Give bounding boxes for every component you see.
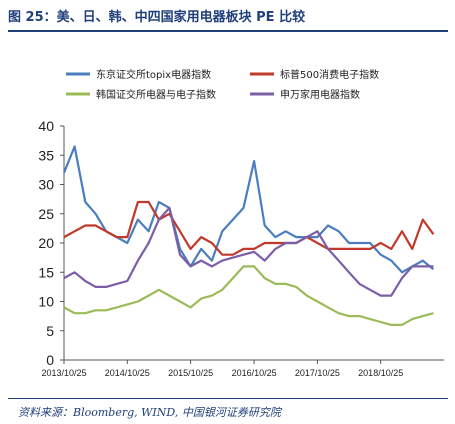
- chart-axes: 0 5 10 15 20 25 30 35 40 2013/10/25 2014/10/25 2015…: [38, 118, 444, 378]
- legend-label: 韩国证交所电器与电子指数: [96, 88, 216, 101]
- y-tick-label: 0: [46, 352, 54, 368]
- series-line-3: [63, 265, 434, 326]
- x-tick-label: 2018/10/25: [358, 368, 403, 378]
- y-tick-label: 5: [46, 323, 54, 339]
- y-tick-label: 15: [38, 264, 54, 280]
- x-tick-label: 2014/10/25: [105, 368, 150, 378]
- series-line-2: [63, 200, 435, 256]
- y-tick-label: 25: [38, 206, 54, 222]
- source-note: 资料来源：Bloomberg, WIND, 中国银河证券研究院: [18, 406, 281, 419]
- title-rule: [8, 30, 448, 32]
- y-tick-label: 35: [38, 147, 54, 163]
- legend-label: 东京证交所topix电器指数: [96, 68, 211, 81]
- chart-series: [62, 145, 435, 326]
- x-tick-label: 2016/10/25: [232, 368, 277, 378]
- y-tick-label: 20: [38, 235, 54, 251]
- series-line-1: [62, 145, 435, 274]
- x-tick-label: 2015/10/25: [168, 368, 213, 378]
- source-rule: [8, 398, 448, 399]
- x-tick-label: 2013/10/25: [41, 368, 86, 378]
- x-tick-label: 2017/10/25: [295, 368, 340, 378]
- figure-title: 图 25：美、日、韩、中四国家用电器板块 PE 比较: [8, 10, 306, 25]
- y-tick-label: 40: [38, 118, 54, 134]
- y-tick-label: 10: [38, 294, 54, 310]
- legend-label: 标普500消费电子指数: [280, 68, 379, 81]
- legend-label: 申万家用电器指数: [280, 88, 360, 101]
- series-line-4: [63, 206, 434, 297]
- y-tick-label: 30: [38, 177, 54, 193]
- line-chart: 0 5 10 15 20 25 30 35 40 2013/10/25 2014/10/25 2015…: [38, 68, 444, 378]
